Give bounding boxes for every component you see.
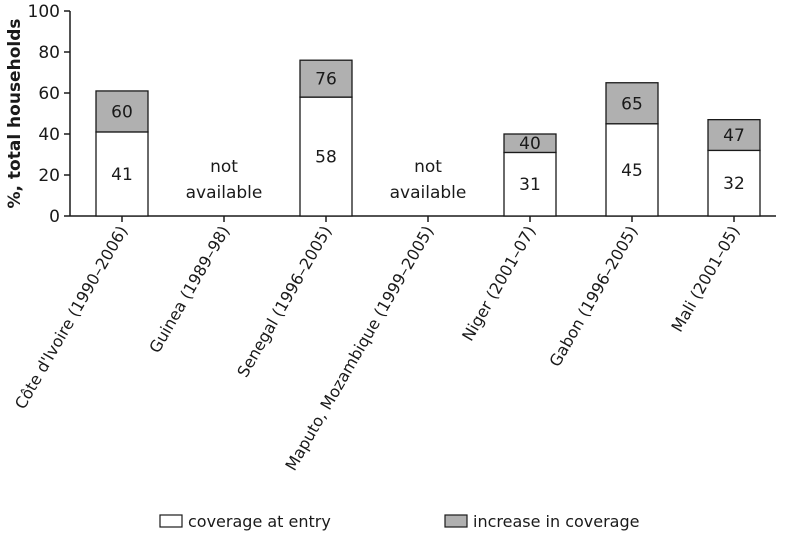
not-available-label: available: [390, 183, 467, 203]
y-tick-label: 20: [38, 166, 60, 186]
bar-increase-in-coverage: [605, 82, 659, 125]
y-tick-label: 80: [38, 43, 60, 63]
category-labels: Côte d'Ivoire (1990–2006) Guinea (1989–98…: [11, 223, 744, 474]
total-value-label: 65: [621, 94, 643, 114]
entry-value-label: 41: [111, 165, 133, 185]
legend-swatch: [444, 514, 468, 528]
total-value-label: 76: [315, 70, 337, 90]
total-value-label: 47: [723, 126, 745, 146]
category-label: Senegal (1996–2005): [233, 223, 335, 381]
not-available-label: not: [210, 157, 238, 177]
entry-value-label: 58: [315, 148, 337, 168]
bar-increase-in-coverage: [95, 90, 149, 133]
not-available-label: available: [186, 183, 263, 203]
entry-value-label: 45: [621, 161, 643, 181]
entry-value-label: 32: [723, 174, 745, 194]
bar-increase-in-coverage: [503, 133, 557, 154]
category-label: Niger (2001–07): [458, 223, 539, 345]
bars: [95, 59, 761, 217]
total-value-label: 60: [111, 102, 133, 122]
bar-coverage-at-entry: [707, 149, 761, 217]
legend-swatch: [159, 514, 183, 528]
total-value-label: 40: [519, 134, 541, 154]
entry-value-label: 31: [519, 175, 541, 195]
y-tick-label: 40: [38, 125, 60, 145]
category-label: Gabon (1996–2005): [545, 223, 641, 370]
not-available-label: not: [414, 157, 442, 177]
y-tick-label: 0: [49, 207, 60, 227]
bar-increase-in-coverage: [707, 119, 761, 152]
legend-label: increase in coverage: [473, 512, 639, 531]
legend: coverage at entry increase in coverage: [159, 512, 639, 531]
bar-increase-in-coverage: [299, 59, 353, 98]
y-tick-label: 100: [28, 2, 60, 22]
y-axis-label: %, total households: [5, 19, 25, 209]
category-label: Mali (2001–05): [667, 223, 743, 336]
bar-coverage-at-entry: [95, 131, 149, 217]
bar-coverage-at-entry: [299, 96, 353, 217]
y-tick-label: 60: [38, 84, 60, 104]
category-label: Guinea (1989–98): [145, 223, 233, 357]
legend-label: coverage at entry: [188, 512, 331, 531]
category-label: Côte d'Ivoire (1990–2006): [11, 223, 132, 413]
data-labels: 41 60 not available 58 76 not available 31 40 45 65…: [111, 70, 745, 203]
